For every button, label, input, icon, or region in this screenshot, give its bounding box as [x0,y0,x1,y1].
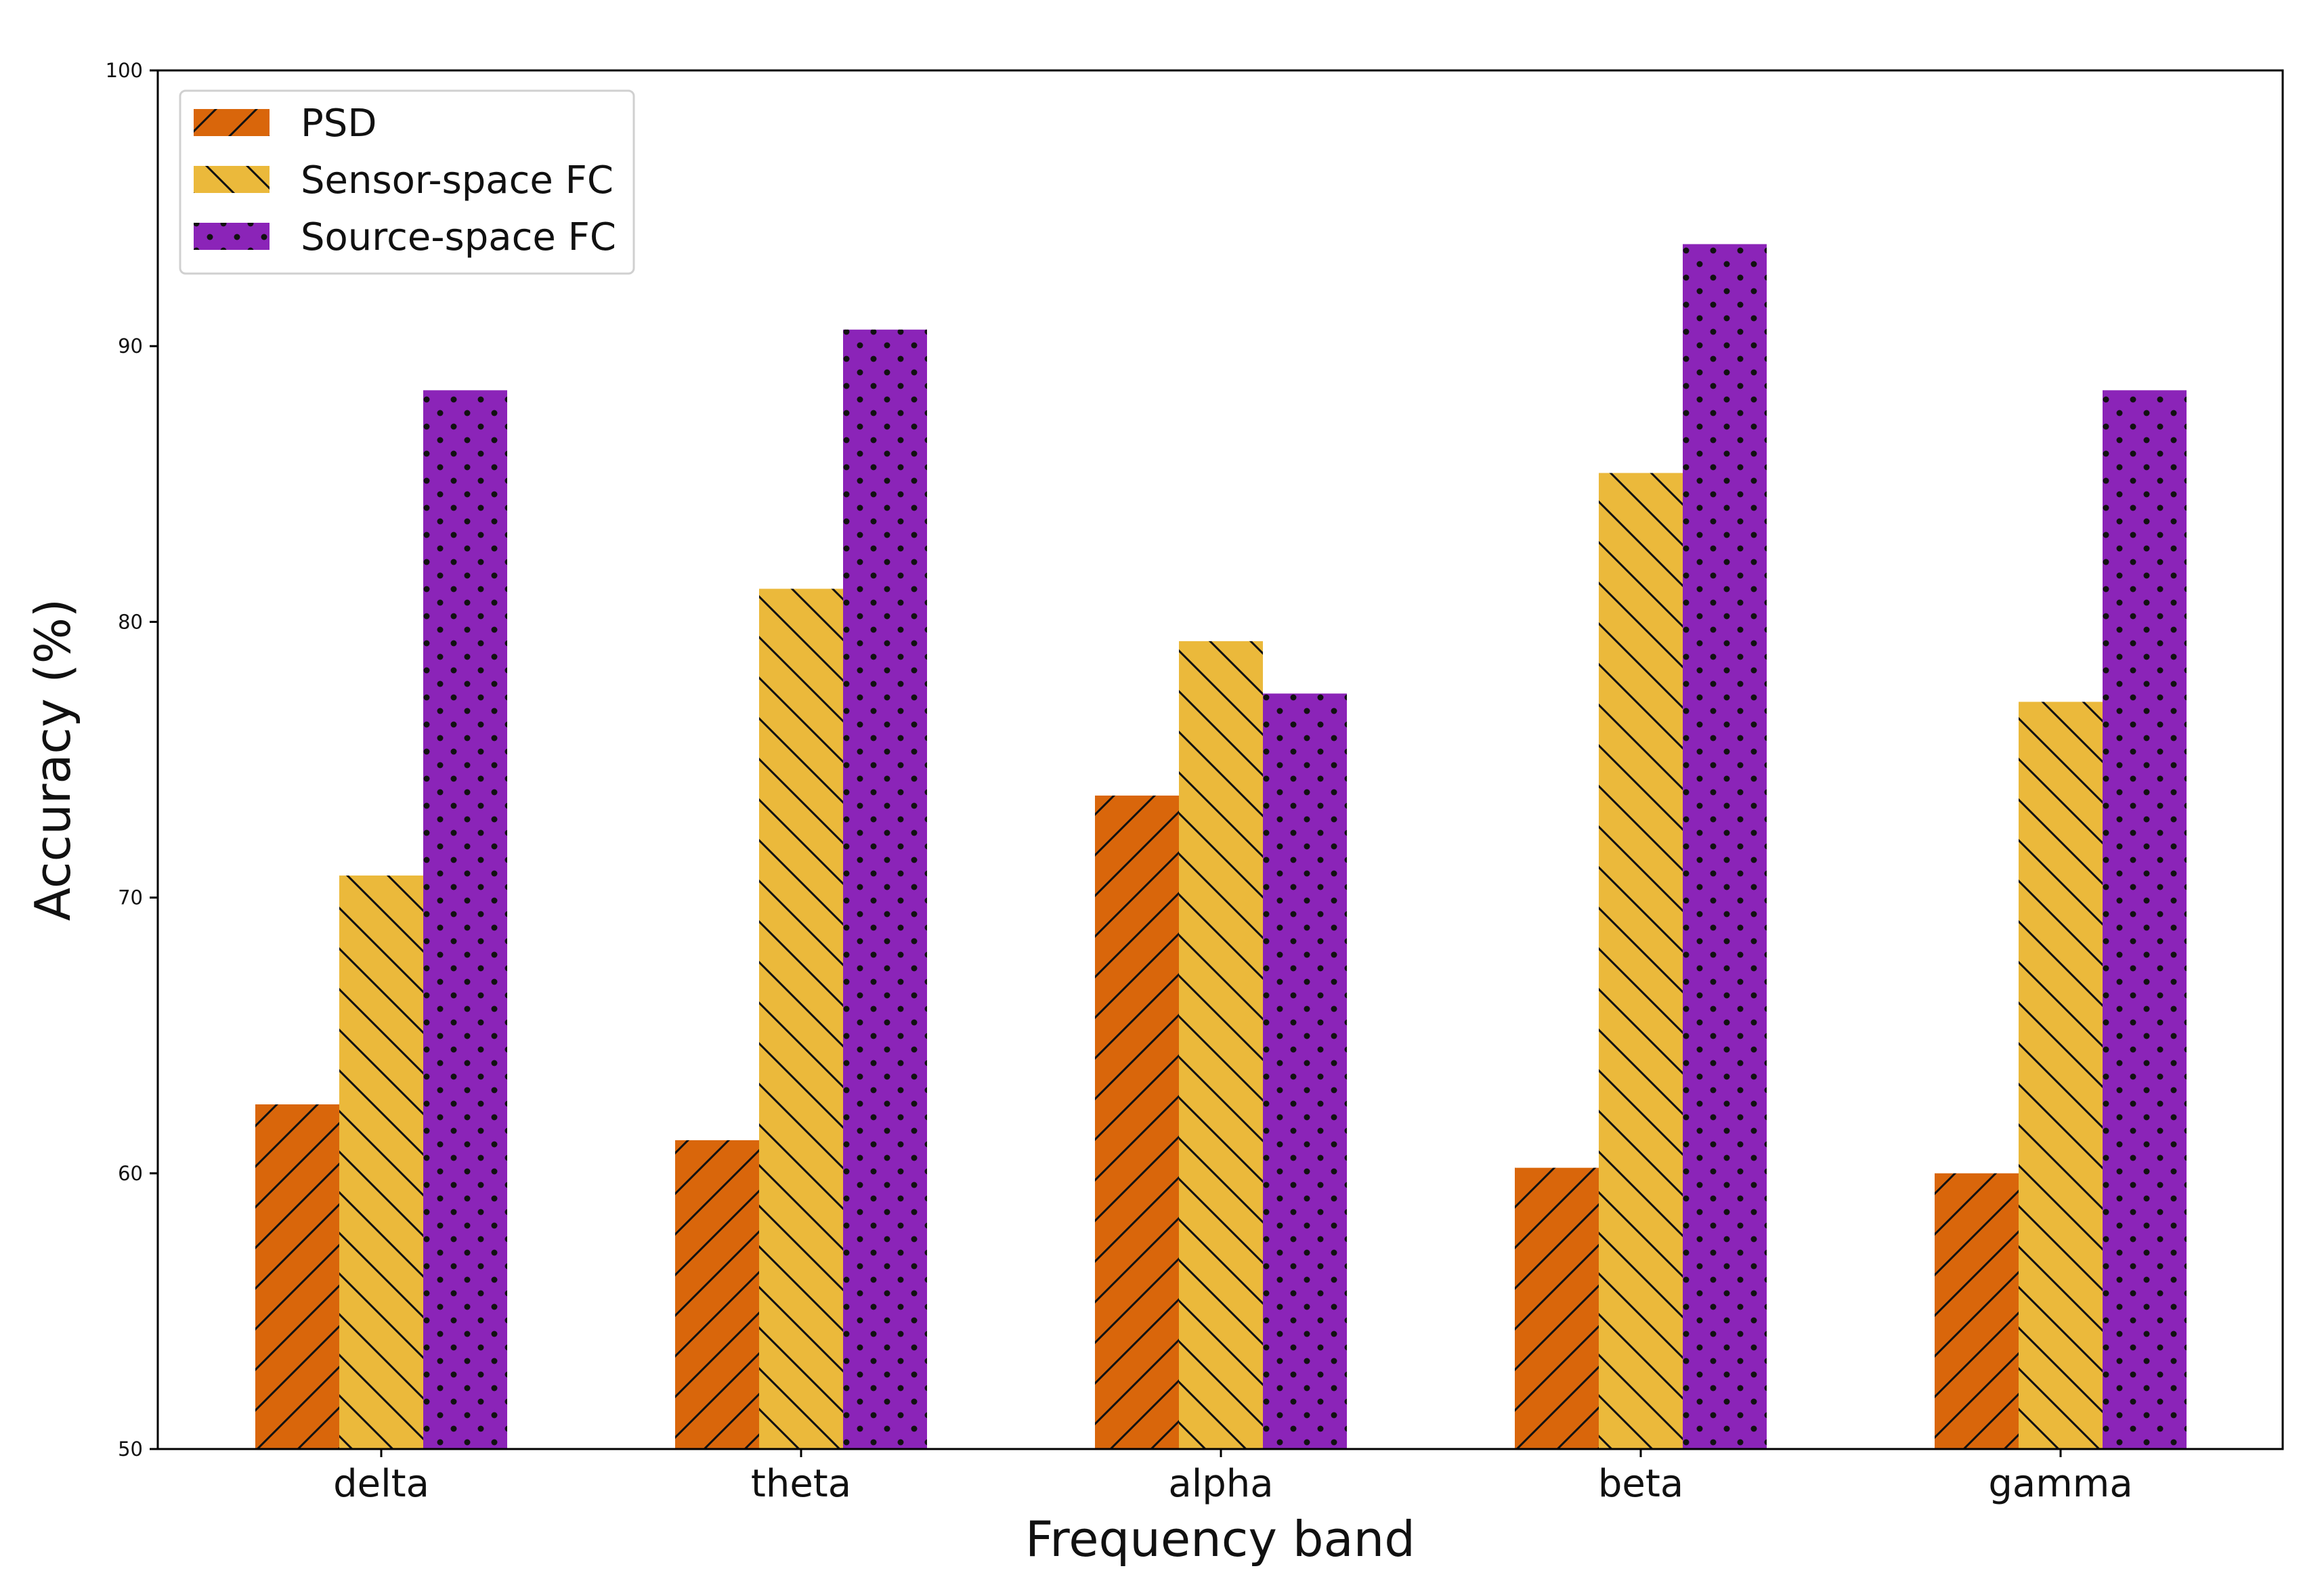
bar-alpha-psd [1095,795,1179,1449]
bar-gamma-psd [1935,1173,2019,1449]
x-tick-label-beta: beta [1598,1462,1683,1506]
x-axis-ticks: delta theta alpha beta gamma [333,1449,2133,1506]
legend-swatch-hatch [194,166,270,193]
y-tick-label: 70 [118,886,143,909]
legend-box [179,89,635,275]
bar-hatch [1599,473,1683,1450]
bar-alpha-source-space-fc [1263,693,1347,1449]
y-tick-label: 80 [118,610,143,633]
x-tick-label-theta: theta [751,1462,851,1506]
bar-hatch [1683,244,1767,1449]
bar-beta-psd [1515,1167,1599,1449]
y-tick-label: 60 [118,1162,143,1185]
bar-hatch [1179,641,1263,1449]
bar-gamma-source-space-fc [2103,390,2187,1449]
legend-label: Sensor-space FC [301,158,614,202]
bar-theta-sensor-space-fc [759,588,843,1449]
y-tick-label: 50 [118,1438,143,1461]
legend-item-sensor-space-fc: Sensor-space FC [194,158,614,202]
bar-delta-sensor-space-fc [339,876,423,1449]
y-tick-label: 90 [118,334,143,358]
bar-hatch [255,1104,339,1449]
bars-layer [255,244,2187,1450]
bar-hatch [1095,795,1179,1449]
bar-hatch [759,588,843,1449]
bar-gamma-sensor-space-fc [2019,701,2103,1449]
legend-items: PSD Sensor-space FC Source-space FC [194,102,616,259]
x-tick-label-gamma: gamma [1988,1462,2132,1506]
bar-hatch [339,876,423,1449]
y-tick-label: 100 [106,59,143,82]
x-axis-title: Frequency band [1025,1511,1415,1568]
bar-beta-source-space-fc [1683,244,1767,1449]
x-tick-label-alpha: alpha [1168,1462,1273,1506]
y-axis-ticks: 50 60 70 80 90 100 [106,59,158,1461]
y-axis-title: Accuracy (%) [24,599,81,921]
legend-swatch-hatch [194,109,270,136]
legend-item-source-space-fc: Source-space FC [194,215,616,259]
bar-hatch [1935,1173,2019,1449]
legend: PSD Sensor-space FC Source-space FC [179,89,635,275]
bar-theta-psd [675,1140,759,1449]
bar-alpha-sensor-space-fc [1179,641,1263,1449]
bar-delta-psd [255,1104,339,1449]
x-tick-label-delta: delta [333,1462,429,1506]
plot-area-frame [156,69,2284,1450]
bar-delta-source-space-fc [423,390,507,1449]
bar-hatch [2103,390,2187,1449]
legend-swatch-hatch [194,223,270,250]
bar-hatch [2019,701,2103,1449]
bar-hatch [1263,693,1347,1449]
legend-label: PSD [301,102,376,146]
bar-hatch [843,329,927,1449]
bar-theta-source-space-fc [843,329,927,1449]
bar-hatch [675,1140,759,1449]
legend-label: Source-space FC [301,215,616,259]
bar-hatch [1515,1167,1599,1449]
bar-beta-sensor-space-fc [1599,473,1683,1450]
bar-hatch [423,390,507,1449]
legend-item-psd: PSD [194,102,376,146]
